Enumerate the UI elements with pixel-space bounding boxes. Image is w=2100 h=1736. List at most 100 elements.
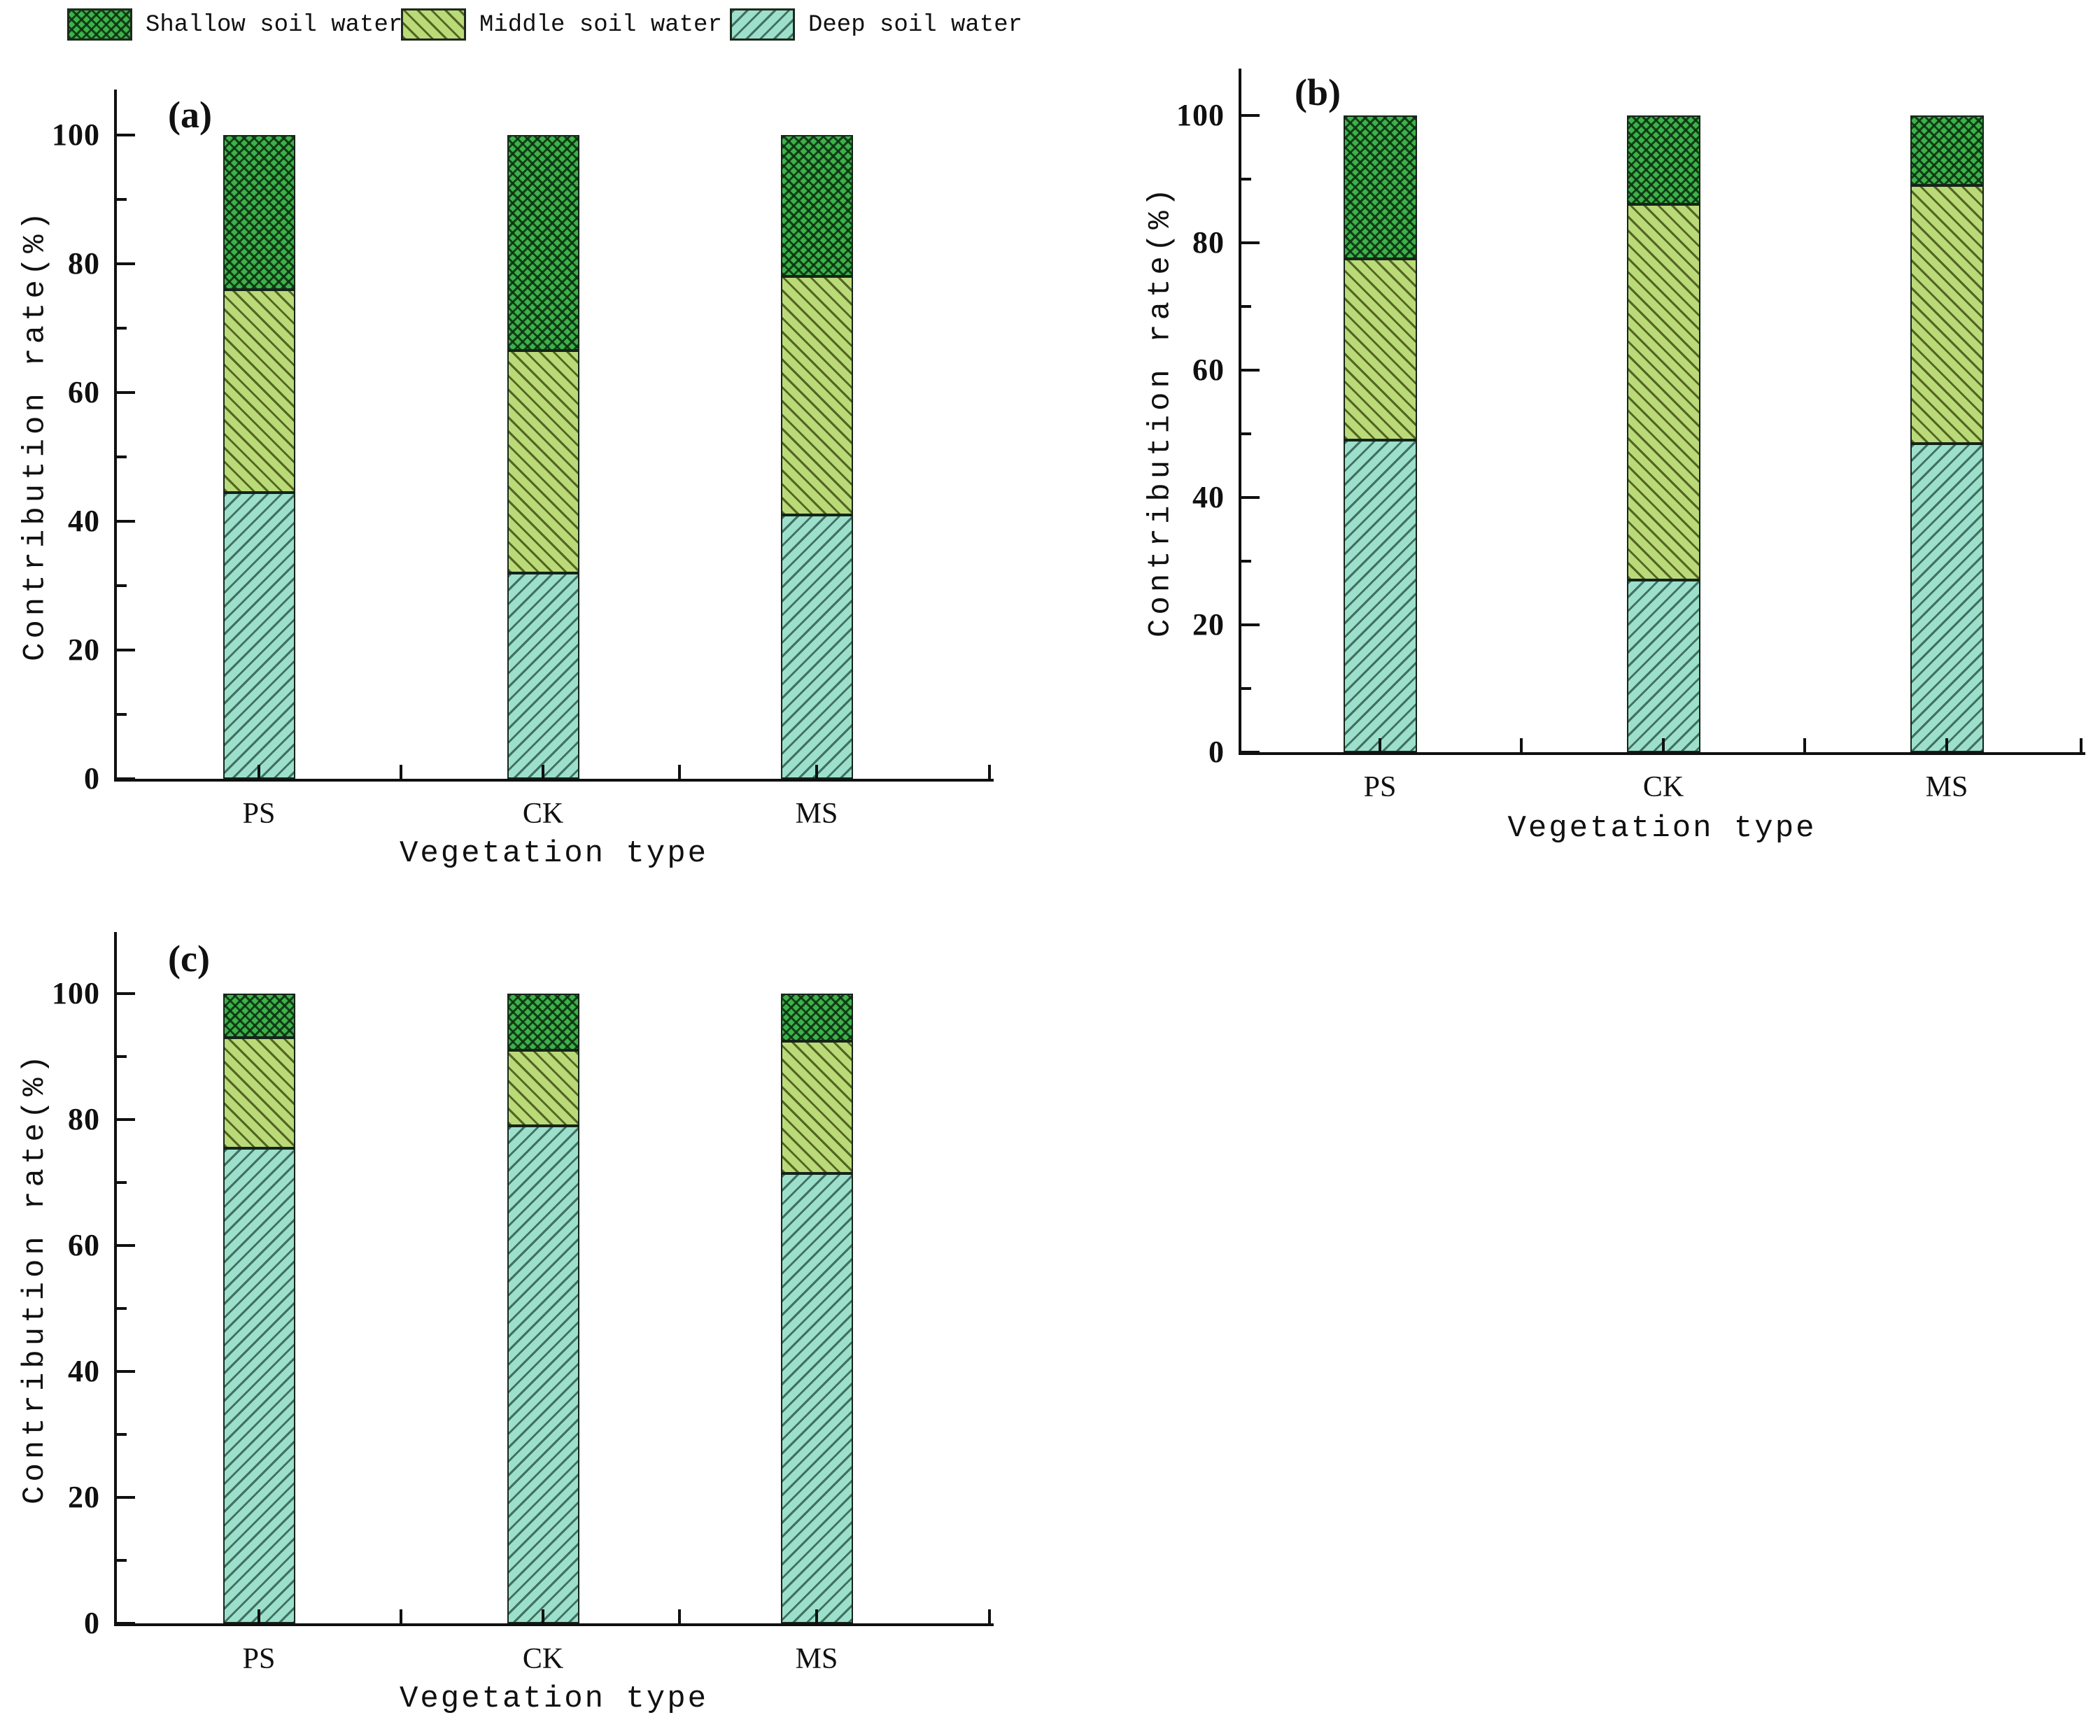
y-tick-label: 20 — [68, 1480, 100, 1514]
y-minor-tick — [117, 713, 127, 716]
y-minor-tick — [117, 1307, 127, 1310]
bar-segment-cross-MS — [780, 135, 853, 277]
y-major-tick — [1241, 496, 1260, 499]
y-tick-label: 40 — [68, 1354, 100, 1388]
y-major-tick — [117, 262, 135, 265]
x-tick — [1803, 738, 1806, 752]
bar-segment-cross-CK — [507, 135, 579, 351]
y-major-tick — [1241, 369, 1260, 372]
y-tick-label: 100 — [1176, 98, 1225, 132]
y-major-tick — [1241, 623, 1260, 626]
x-category-label-PS: PS — [242, 798, 276, 830]
bar-segment-slash-MS — [780, 514, 853, 779]
shallow-soil-water-swatch — [67, 8, 132, 41]
bar-segment-slash-MS — [1910, 443, 1984, 752]
y-minor-tick — [1241, 560, 1251, 563]
bar-segment-cross-CK — [1626, 115, 1700, 205]
x-axis-spine — [1239, 752, 2085, 755]
y-minor-tick — [117, 1559, 127, 1562]
y-minor-tick — [1241, 432, 1251, 435]
x-tick — [1379, 738, 1381, 752]
y-tick-label: 100 — [52, 976, 100, 1010]
bar-segment-backslash-MS — [1910, 185, 1984, 444]
y-minor-tick — [1241, 687, 1251, 690]
y-minor-tick — [117, 584, 127, 587]
x-tick — [400, 765, 402, 779]
x-tick — [678, 1609, 681, 1623]
x-category-label-CK: CK — [522, 1643, 564, 1675]
x-tick — [400, 1609, 402, 1623]
y-major-tick — [117, 1244, 135, 1247]
x-category-label-MS: MS — [1925, 771, 1968, 803]
y-axis-title: Contribution rate(%) — [1143, 183, 1178, 637]
panel-label-a: (a) — [168, 94, 212, 136]
bar-segment-cross-MS — [780, 994, 853, 1041]
y-tick-label: 80 — [1192, 225, 1225, 260]
y-tick-label: 0 — [84, 1606, 100, 1640]
y-tick-label: 60 — [1192, 353, 1225, 387]
x-tick — [258, 1609, 260, 1623]
y-axis-title: Contribution rate(%) — [17, 1050, 52, 1505]
x-tick — [815, 1609, 818, 1623]
y-tick-label: 0 — [1208, 735, 1225, 769]
y-tick-label: 20 — [68, 633, 100, 667]
legend-label-deep: Deep soil water — [808, 12, 1023, 38]
bar-segment-slash-CK — [507, 572, 579, 779]
x-tick — [988, 1609, 991, 1623]
bar-segment-cross-PS — [223, 994, 295, 1038]
x-tick — [1945, 738, 1948, 752]
x-category-label-CK: CK — [522, 798, 564, 830]
y-major-tick — [117, 1496, 135, 1499]
y-tick-label: 20 — [1192, 607, 1225, 642]
bar-segment-cross-PS — [1343, 115, 1417, 259]
y-axis-spine — [1239, 69, 1241, 755]
x-axis-title: Vegetation type — [399, 836, 709, 871]
y-minor-tick — [117, 327, 127, 330]
y-axis-spine — [114, 90, 117, 782]
panel-label-c: (c) — [168, 938, 210, 980]
y-major-tick — [1241, 114, 1260, 117]
bar-segment-backslash-MS — [780, 276, 853, 515]
legend-label-shallow: Shallow soil water — [146, 12, 403, 38]
x-axis-title: Vegetation type — [1507, 811, 1817, 846]
bar-segment-backslash-CK — [507, 1050, 579, 1126]
y-major-tick — [117, 649, 135, 651]
bar-segment-slash-MS — [780, 1173, 853, 1623]
bar-segment-slash-PS — [223, 492, 295, 779]
x-tick — [1662, 738, 1665, 752]
x-tick — [988, 765, 991, 779]
y-minor-tick — [117, 198, 127, 201]
legend-label-middle: Middle soil water — [479, 12, 722, 38]
y-major-tick — [1241, 751, 1260, 754]
x-category-label-PS: PS — [242, 1643, 276, 1675]
x-tick — [542, 765, 544, 779]
bar-segment-slash-CK — [1626, 580, 1700, 752]
y-major-tick — [117, 391, 135, 394]
x-tick — [258, 765, 260, 779]
y-major-tick — [117, 777, 135, 780]
bar-segment-backslash-MS — [780, 1040, 853, 1173]
y-tick-label: 0 — [84, 761, 100, 796]
x-axis-spine — [114, 779, 994, 782]
middle-soil-water-swatch — [401, 8, 466, 41]
y-minor-tick — [1241, 305, 1251, 308]
y-major-tick — [1241, 241, 1260, 244]
y-minor-tick — [117, 1055, 127, 1058]
y-major-tick — [117, 520, 135, 523]
y-major-tick — [117, 992, 135, 995]
bar-segment-backslash-PS — [223, 1038, 295, 1148]
y-major-tick — [117, 1622, 135, 1625]
y-axis-spine — [114, 932, 117, 1626]
bar-segment-backslash-CK — [507, 351, 579, 573]
y-major-tick — [117, 1118, 135, 1121]
x-tick — [678, 765, 681, 779]
bar-segment-backslash-CK — [1626, 204, 1700, 581]
bar-segment-cross-CK — [507, 994, 579, 1050]
y-minor-tick — [117, 1181, 127, 1184]
x-category-label-MS: MS — [795, 1643, 838, 1675]
x-axis-spine — [114, 1623, 994, 1626]
y-tick-label: 60 — [68, 375, 100, 409]
x-category-label-MS: MS — [795, 798, 838, 830]
bar-segment-slash-CK — [507, 1126, 579, 1623]
